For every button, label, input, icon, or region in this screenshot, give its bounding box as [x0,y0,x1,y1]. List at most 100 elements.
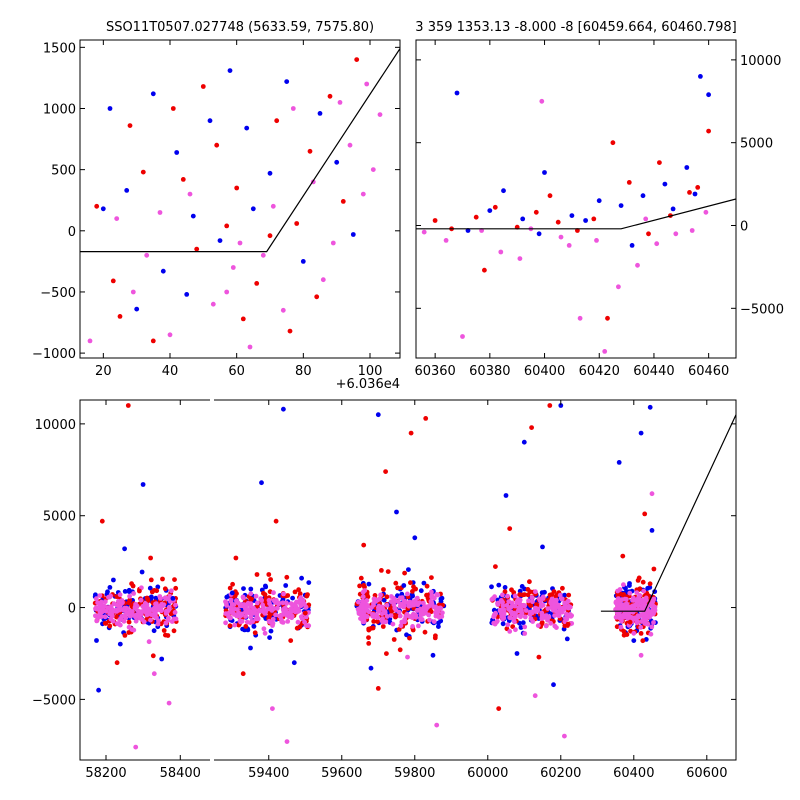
bg-point-3-2-40 [512,603,518,609]
bg-point-0-0-88 [107,585,113,590]
bg-point-2-2-136 [393,607,399,613]
point-s2-15 [390,621,396,627]
point-s1-21 [224,223,230,229]
point-s0-13 [334,159,340,165]
bg-point-2-0-48 [406,567,411,572]
bg-point-2-2-158 [399,601,404,607]
bg-point-3-0-65 [502,585,508,590]
point-s2-26 [616,612,622,618]
bg-point-1-2-152 [302,601,307,607]
point-s0-16 [629,243,635,248]
bg-point-3-1-41 [502,589,508,595]
x-tick-label-8: 60600 [686,766,727,781]
x-tick-label-0: 58200 [85,766,126,781]
bg-point-1-2-140 [243,606,248,612]
bg-point-2-1-34 [385,569,391,574]
bg-point-0-2-38 [102,599,108,605]
bg-point-0-1-6 [122,633,128,638]
bg-point-1-0-37 [306,580,312,585]
point-s0-15 [160,268,166,274]
bg-point-3-0-5 [489,584,494,590]
point-s1-10 [626,180,632,185]
bg-point-1-1-47 [261,590,266,596]
point-s2-10 [270,706,275,711]
point-s2-11 [284,739,290,744]
top-left-frame [79,39,401,359]
bg-point-3-2-142 [489,597,495,602]
bg-point-2-1-54 [392,612,398,618]
bg-point-1-2-143 [245,610,251,615]
bg-point-3-2-48 [552,623,558,629]
bg-point-0-2-155 [97,603,103,608]
point-s0-19 [184,292,190,297]
point-s0-4 [284,79,290,84]
point-s0-5 [170,596,176,601]
bg-point-4-2-130 [628,615,634,621]
bg-point-1-1-56 [304,593,310,599]
x-tick-label-2: 60 [228,364,245,379]
bg-point-3-2-17 [513,627,518,633]
point-s2-9 [251,610,257,616]
point-s1-6 [233,555,239,561]
bg-point-3-2-126 [530,619,536,624]
bg-point-2-2-147 [436,606,441,612]
bg-point-4-2-45 [638,625,644,630]
point-s1-10 [314,294,320,300]
point-s1-17 [605,315,610,321]
bg-point-3-0-38 [520,620,526,626]
bg-point-2-2-14 [427,617,432,623]
x-tick-label-6: 60200 [540,766,581,781]
point-s0-10 [267,170,273,176]
point-s2-22 [237,240,243,246]
bg-point-0-2-39 [146,639,152,645]
bg-point-2-2-107 [405,591,410,597]
point-s0-0 [96,687,101,693]
bg-point-0-0-71 [126,589,132,594]
point-s0-21 [558,403,564,408]
point-s1-11 [302,610,308,616]
bg-point-2-2-117 [366,609,372,615]
bg-point-2-2-34 [391,602,397,608]
point-s1-3 [163,632,168,638]
point-s2-17 [434,722,440,728]
bg-point-3-2-72 [545,617,550,623]
bg-point-3-2-156 [567,604,573,610]
y-tick-label-3: 10000 [740,54,781,69]
bg-point-1-0-43 [251,624,257,629]
bg-point-0-1-109 [102,620,108,626]
bg-point-1-2-151 [294,599,299,605]
y-tick-label-2: 0 [68,225,76,240]
point-s0-28 [649,528,655,533]
bg-point-4-1-49 [647,581,653,587]
bg-point-4-2-56 [619,618,624,624]
y-tick-label-0: −5000 [740,302,784,317]
point-s2-18 [405,654,410,660]
y-tick-label-0: −5000 [32,693,76,708]
point-s1-15 [423,416,429,421]
bg-point-0-1-70 [173,585,179,591]
bg-point-4-2-153 [633,616,639,622]
top-right-model-line [416,198,736,230]
point-s1-3 [170,106,176,111]
bg-point-4-2-17 [621,582,626,588]
bottom-plot: 58200 58400 59400 59600 59800 60000 60200 60400… [32,399,737,781]
bg-point-4-1-14 [640,579,646,585]
point-s2-12 [295,619,301,625]
bg-point-1-2-159 [248,601,254,607]
bg-point-0-2-158 [135,608,141,614]
bg-point-3-2-77 [505,622,511,628]
point-s0-8 [190,213,196,219]
bg-point-2-2-149 [360,589,366,595]
point-s0-14 [250,206,256,212]
point-s2-24 [532,693,538,699]
bg-point-1-1-70 [243,624,249,629]
bg-point-0-2-140 [133,613,138,618]
bg-point-3-2-124 [529,609,535,615]
bg-point-4-1-85 [624,632,630,637]
bg-point-3-2-59 [536,596,542,602]
point-s2-8 [577,315,583,321]
bg-point-1-2-22 [243,614,249,619]
point-s0-16 [207,118,213,124]
point-s1-4 [194,246,200,252]
x-tick-label-1: 40 [162,364,179,379]
